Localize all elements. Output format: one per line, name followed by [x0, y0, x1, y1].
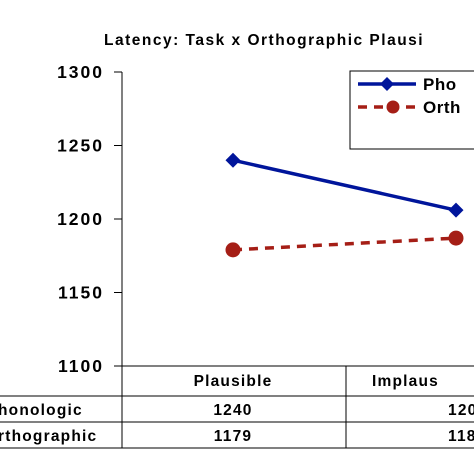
y-tick-label: 1250	[57, 136, 104, 156]
table-cell: 120	[448, 402, 474, 419]
y-tick-label: 1150	[58, 283, 104, 303]
data-point-pho	[225, 152, 241, 168]
table-cell: 1179	[214, 428, 252, 445]
chart-title: Latency: Task x Orthographic Plausi	[104, 32, 424, 49]
y-tick-label: 1100	[58, 356, 104, 376]
table-cell: 1240	[213, 402, 252, 419]
data-table: Plausible Implaus honologic rthographic …	[0, 366, 474, 449]
legend-marker-pho	[380, 77, 394, 91]
data-point-orth	[448, 230, 464, 246]
data-point-pho	[448, 202, 464, 218]
table-cell: 118	[448, 428, 474, 445]
table-row-label: honologic	[0, 402, 83, 419]
y-tick-label: 1200	[57, 209, 104, 229]
legend: Pho Orth	[349, 70, 474, 150]
legend-label: Pho	[423, 75, 457, 94]
legend-marker-orth	[386, 100, 400, 114]
plot-area	[225, 152, 464, 258]
data-point-orth	[225, 242, 241, 258]
legend-label: Orth	[423, 98, 461, 117]
category-label: Implaus	[372, 373, 439, 390]
y-axis: 1300 1250 1200 1150 1100	[57, 62, 122, 376]
table-row-label: rthographic	[0, 428, 97, 445]
series-line-orth	[232, 236, 457, 252]
series-line-pho	[232, 158, 457, 212]
category-label: Plausible	[194, 373, 273, 390]
y-tick-label: 1300	[57, 62, 104, 82]
